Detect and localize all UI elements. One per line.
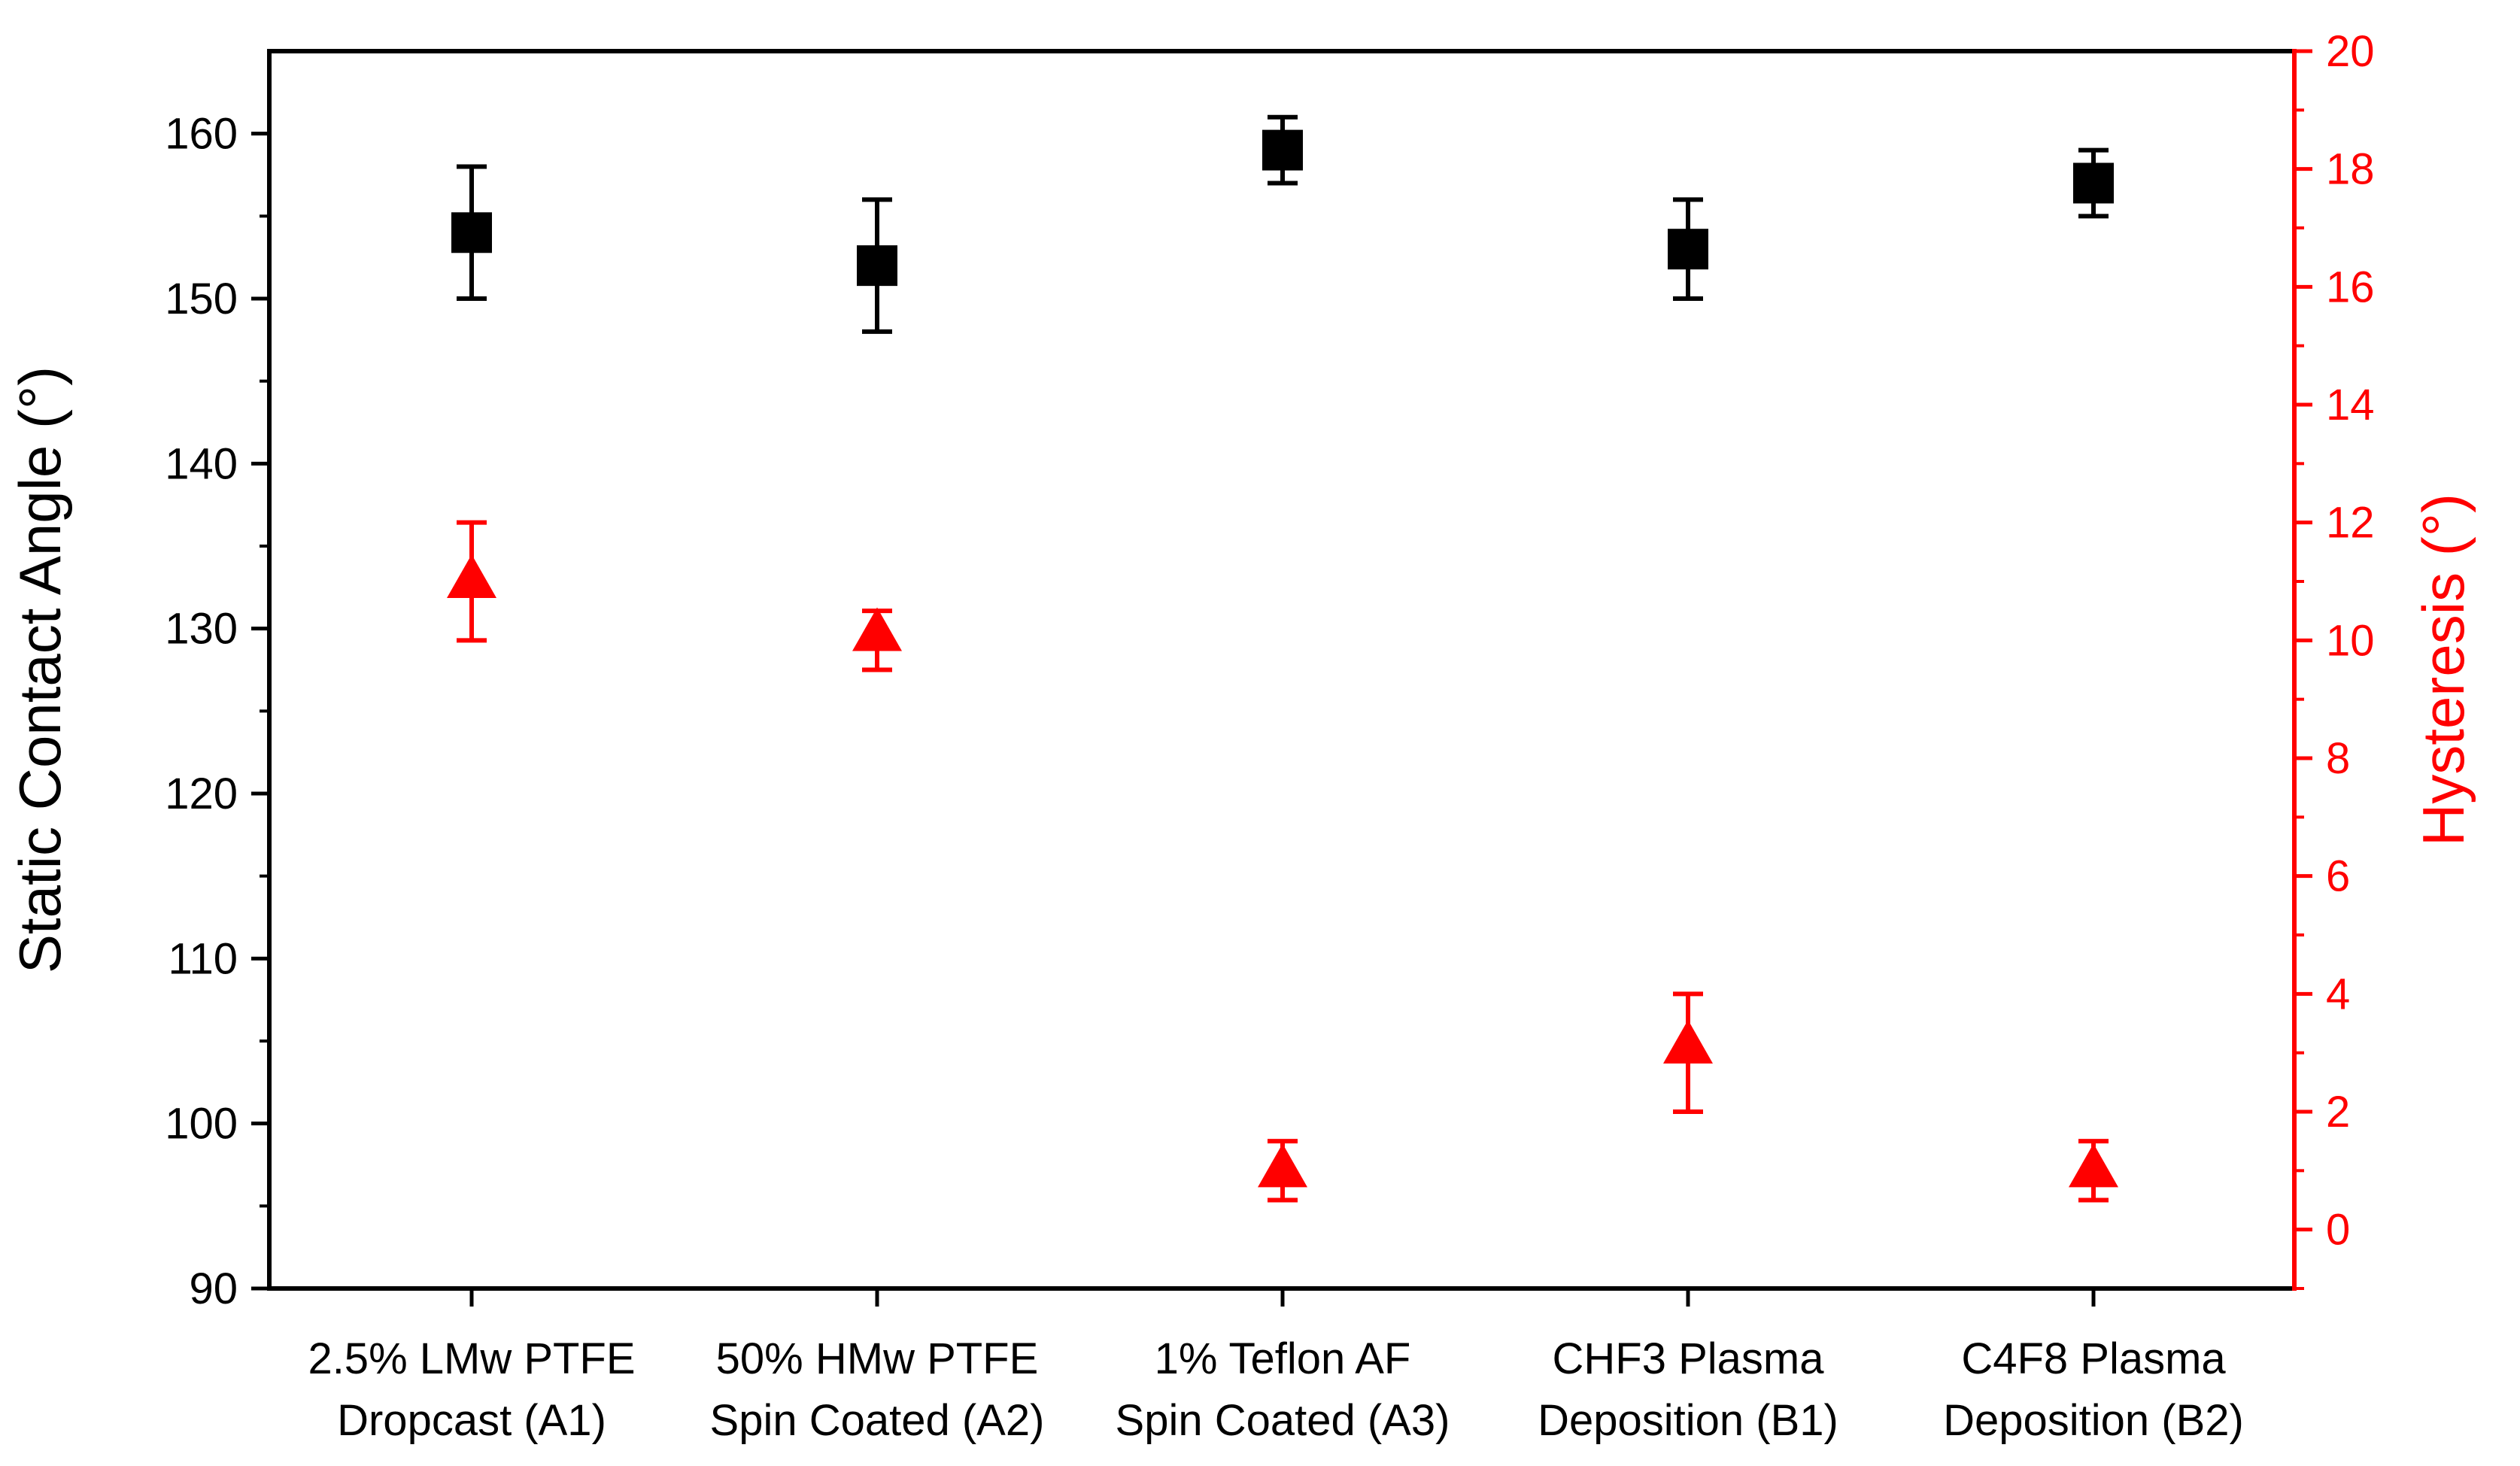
angle-point: [857, 245, 897, 287]
left-tick-label: 90: [189, 1264, 238, 1313]
angle-point: [1668, 229, 1708, 270]
right-tick-label: 10: [2326, 616, 2375, 665]
angle-point: [451, 212, 492, 253]
data-layer: [447, 114, 2118, 1203]
category-label: Deposition (B2): [1943, 1396, 2244, 1445]
right-axis-title: Hysteresis (°): [2410, 493, 2476, 846]
left-tick-label: 140: [165, 439, 238, 488]
hysteresis-point: [852, 607, 902, 651]
right-tick-label: 6: [2326, 852, 2350, 901]
right-tick-label: 2: [2326, 1088, 2350, 1137]
right-tick-label: 12: [2326, 499, 2375, 548]
right-tick-label: 4: [2326, 970, 2350, 1018]
left-tick-label: 110: [169, 934, 238, 983]
category-label: Deposition (B1): [1538, 1396, 1838, 1445]
label-layer: 90 100 110 120 130 140 150 160 0 2 4 6 8 10 12 14 16 18 20…: [7, 27, 2476, 1445]
left-tick-label: 150: [165, 275, 238, 323]
left-tick-label: 130: [165, 605, 238, 654]
right-tick-label: 0: [2326, 1206, 2350, 1255]
right-tick-label: 20: [2326, 27, 2375, 76]
category-label: C4F8 Plasma: [1961, 1334, 2226, 1383]
right-tick-label: 8: [2326, 734, 2350, 783]
category-label: Dropcast (A1): [337, 1396, 606, 1445]
right-tick-label: 14: [2326, 381, 2375, 429]
hysteresis-point: [2069, 1143, 2118, 1188]
left-axis-title: Static Contact Angle (°): [7, 366, 73, 973]
category-label: Spin Coated (A3): [1116, 1396, 1450, 1445]
hysteresis-point: [447, 554, 496, 599]
category-label: CHF3 Plasma: [1553, 1334, 1825, 1383]
angle-point: [1262, 129, 1303, 171]
hysteresis-point: [1663, 1019, 1713, 1064]
left-tick-label: 160: [165, 110, 238, 159]
category-label: Spin Coated (A2): [710, 1396, 1045, 1445]
right-tick-label: 16: [2326, 263, 2375, 311]
left-tick-label: 120: [165, 769, 238, 818]
angle-point: [2073, 162, 2114, 204]
category-label: 2.5% LMw PTFE: [308, 1334, 635, 1383]
axes-layer: [251, 49, 2312, 1307]
category-label: 1% Teflon AF: [1155, 1334, 1411, 1383]
category-label: 50% HMw PTFE: [716, 1334, 1039, 1383]
left-tick-label: 100: [165, 1100, 238, 1149]
right-tick-label: 18: [2326, 145, 2375, 194]
hysteresis-point: [1258, 1143, 1307, 1188]
